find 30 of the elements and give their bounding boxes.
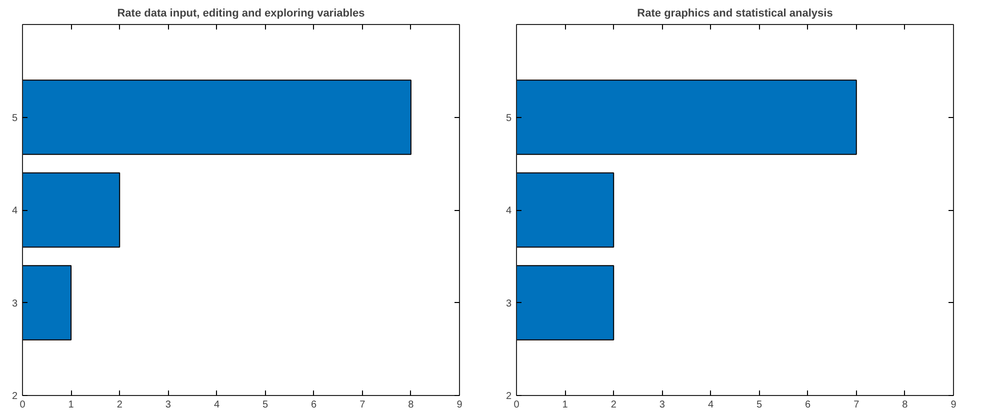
y-tick-label: 2: [506, 391, 512, 402]
y-tick-label: 2: [12, 391, 18, 402]
x-tick-label: 6: [311, 400, 318, 410]
x-tick-label: 1: [68, 400, 74, 410]
x-tick-label: 8: [408, 400, 414, 410]
y-tick-label: 5: [12, 112, 18, 124]
x-tick-label: 9: [456, 400, 463, 410]
x-tick-label: 5: [756, 400, 762, 410]
x-tick-label: 4: [708, 400, 714, 410]
y-tick-label: 4: [12, 206, 18, 216]
y-tick-label: 3: [12, 298, 18, 310]
x-tick-label: 9: [950, 400, 957, 410]
x-tick-label: 3: [659, 400, 666, 410]
y-tick-label: 4: [506, 206, 512, 216]
x-tick-label: 2: [116, 400, 123, 410]
x-tick-label: 7: [854, 400, 860, 410]
x-tick-label: 2: [610, 400, 617, 410]
x-tick-label: 1: [562, 400, 568, 410]
x-tick-label: 8: [902, 400, 908, 410]
x-tick-label: 6: [805, 400, 812, 410]
x-tick-label: 5: [262, 400, 268, 410]
x-tick-label: 0: [514, 400, 520, 410]
chart-title: Rate data input, editing and exploring variables: [117, 8, 365, 20]
chart-title: Rate graphics and statistical analysis: [637, 8, 833, 20]
y-tick-label: 3: [506, 298, 512, 310]
x-tick-label: 0: [20, 400, 26, 410]
x-tick-label: 3: [165, 400, 172, 410]
x-tick-label: 4: [214, 400, 220, 410]
x-tick-label: 7: [360, 400, 366, 410]
y-tick-label: 5: [506, 112, 512, 124]
